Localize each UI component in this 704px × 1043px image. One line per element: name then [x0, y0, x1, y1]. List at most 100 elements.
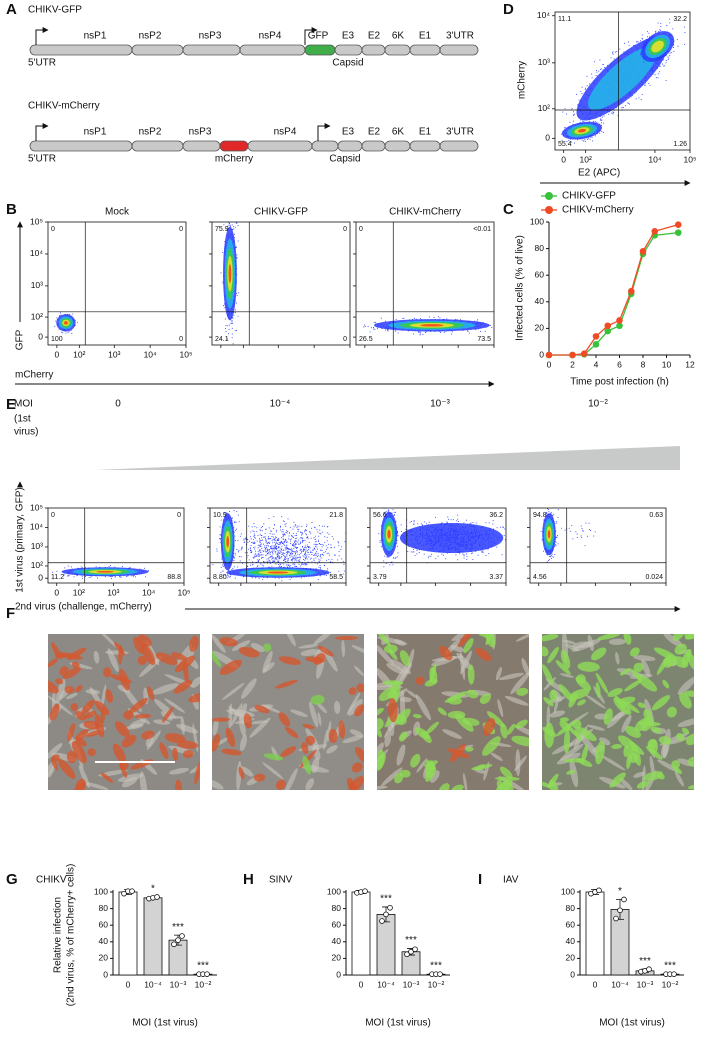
event-dot: [261, 556, 263, 558]
event-dot: [294, 559, 296, 561]
event-dot: [227, 325, 229, 327]
event-dot: [293, 526, 295, 528]
event-dot: [257, 552, 259, 554]
event-dot: [279, 552, 281, 554]
event-dot: [663, 65, 665, 67]
event-dot: [317, 563, 319, 565]
event-dot: [318, 525, 320, 527]
event-dot: [233, 556, 235, 558]
event-dot: [256, 555, 258, 557]
x-tick-label: 0: [561, 154, 566, 164]
event-dot: [290, 549, 292, 551]
event-dot: [308, 549, 310, 550]
event-dot: [236, 302, 238, 304]
event-dot: [242, 562, 244, 564]
event-dot: [257, 560, 259, 562]
event-dot: [72, 313, 74, 315]
event-dot: [266, 553, 268, 555]
event-dot: [260, 540, 262, 542]
event-dot: [585, 87, 587, 89]
event-dot: [276, 539, 278, 541]
event-dot: [267, 548, 269, 550]
event-dot: [129, 566, 131, 568]
event-dot: [289, 553, 291, 554]
event-dot: [291, 535, 292, 537]
gene-label: 6K: [392, 31, 405, 42]
promoter-arrow: [35, 27, 49, 45]
event-dot: [286, 544, 288, 546]
event-dot: [268, 566, 270, 568]
event-dot: [667, 56, 669, 58]
moi-subtitle: (1st: [14, 414, 31, 425]
event-dot: [657, 60, 659, 62]
event-dot: [337, 559, 339, 561]
density-contour: [651, 40, 664, 53]
event-dot: [253, 533, 255, 535]
event-dot: [301, 539, 303, 541]
event-dot: [229, 224, 231, 226]
event-dot: [327, 568, 328, 570]
event-dot: [288, 551, 289, 553]
event-dot: [649, 85, 651, 87]
y-tick-label: 10²: [31, 311, 43, 321]
event-dot: [684, 26, 686, 28]
event-dot: [263, 565, 265, 567]
event-dot: [290, 577, 292, 579]
event-dot: [286, 555, 288, 557]
event-dot: [475, 329, 477, 331]
event-dot: [316, 529, 318, 530]
event-dot: [330, 544, 332, 546]
event-dot: [370, 327, 372, 329]
event-dot: [311, 552, 313, 553]
event-dot: [669, 18, 671, 20]
event-dot: [297, 559, 299, 561]
event-dot: [442, 554, 444, 556]
event-dot: [284, 557, 286, 559]
density-contour: [64, 321, 68, 325]
event-dot: [274, 577, 276, 579]
event-dot: [307, 561, 309, 563]
event-dot: [240, 549, 242, 551]
event-dot: [257, 535, 259, 537]
event-dot: [302, 546, 303, 547]
event-dot: [290, 540, 292, 542]
gene-label: E2: [368, 127, 381, 138]
event-dot: [288, 548, 290, 550]
event-dot: [309, 558, 311, 560]
event-dot: [254, 541, 256, 543]
event-dot: [127, 575, 129, 577]
event-dot: [637, 41, 639, 43]
event-dot: [277, 559, 279, 561]
event-dot: [81, 577, 83, 579]
event-dot: [236, 329, 237, 331]
event-dot: [330, 571, 331, 573]
event-dot: [256, 531, 258, 533]
event-dot: [318, 554, 320, 556]
event-dot: [284, 547, 286, 549]
event-dot: [306, 534, 307, 536]
event-dot: [257, 559, 259, 561]
event-dot: [277, 555, 279, 557]
event-dot: [676, 39, 678, 41]
event-dot: [285, 539, 287, 541]
event-dot: [296, 547, 298, 549]
event-dot: [261, 530, 263, 532]
event-dot: [227, 338, 229, 340]
event-dot: [319, 559, 321, 561]
event-dot: [591, 73, 593, 75]
event-dot: [119, 576, 120, 578]
event-dot: [281, 554, 283, 555]
event-dot: [298, 544, 300, 545]
gene-segment: [219, 140, 249, 152]
event-dot: [324, 536, 326, 538]
event-dot: [562, 111, 564, 113]
event-dot: [278, 566, 280, 568]
event-dot: [291, 550, 293, 552]
event-dot: [318, 535, 320, 537]
event-dot: [282, 553, 284, 555]
event-dot: [59, 315, 61, 317]
event-dot: [318, 561, 320, 563]
event-dot: [351, 552, 352, 553]
event-dot: [291, 549, 293, 551]
event-dot: [234, 552, 236, 554]
